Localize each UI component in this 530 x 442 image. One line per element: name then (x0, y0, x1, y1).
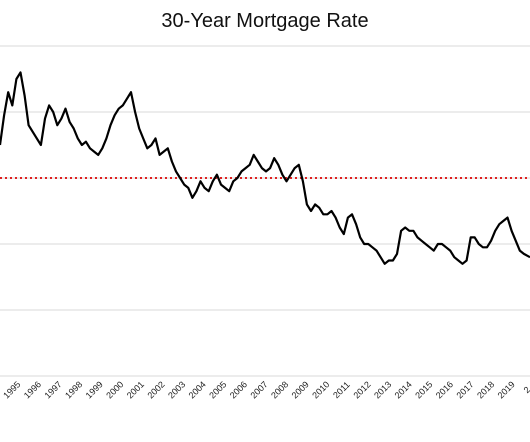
x-tick-label: 2013 (372, 379, 393, 400)
series-line-0 (0, 71, 530, 265)
x-tick-label: 1998 (63, 379, 84, 400)
x-tick-label: 2006 (228, 379, 249, 400)
x-tick-labels: 1995 1996 1997 1998 1999 2000 2001 2002 2003 2004… (1, 379, 530, 400)
gridlines (0, 45, 530, 377)
chart-title: 30-Year Mortgage Rate (161, 10, 369, 32)
x-tick-label: 1997 (42, 379, 63, 400)
x-tick-label: 2002 (145, 379, 166, 400)
x-tick-label: 2001 (125, 379, 146, 400)
x-tick-label: 2012 (351, 379, 372, 400)
x-tick-label: 1999 (84, 379, 105, 400)
x-tick-label: 2018 (475, 379, 496, 400)
x-tick-label: 2007 (248, 379, 269, 400)
x-tick-label: 2015 (413, 379, 434, 400)
x-tick-label: 2014 (393, 379, 414, 400)
x-tick-label: 2004 (187, 379, 208, 400)
x-tick-label: 2011 (331, 379, 352, 400)
x-tick-label: 2019 (496, 379, 517, 400)
x-tick-label: 2005 (207, 379, 228, 400)
x-tick-label: 1996 (22, 379, 43, 400)
series-group (0, 71, 530, 265)
x-tick-label: 2 (522, 385, 530, 396)
x-tick-label: 2000 (104, 379, 125, 400)
x-tick-label: 2003 (166, 379, 187, 400)
x-tick-label: 2016 (434, 379, 455, 400)
x-tick-label: 2008 (269, 379, 290, 400)
x-tick-label: 2017 (454, 379, 475, 400)
x-tick-label: 1995 (1, 379, 22, 400)
x-tick-label: 2009 (290, 379, 311, 400)
x-tick-label: 2010 (310, 379, 331, 400)
